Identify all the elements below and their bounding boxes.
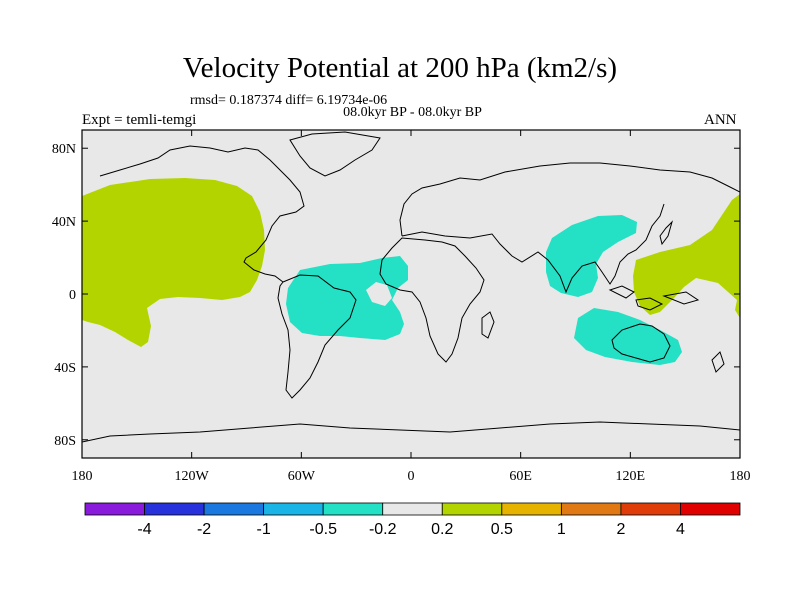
period-label: 08.0kyr BP - 08.0kyr BP xyxy=(343,105,482,120)
coastline-new-zealand xyxy=(711,351,725,373)
coastline-africa xyxy=(379,237,485,363)
stats-line: rmsd= 0.187374 diff= 6.19734e-06 xyxy=(190,93,388,108)
colorbar-swatch xyxy=(203,502,265,516)
colorbar: -4 -2 -1 -0.5 -0.2 0.2 0.5 1 2 4 xyxy=(84,502,741,538)
lon-tick-label: 180 xyxy=(72,469,93,484)
colorbar-tick-label: 4 xyxy=(676,521,685,538)
lon-tick-label: 60E xyxy=(509,469,532,484)
coastline-japan xyxy=(659,220,674,246)
colorbar-tick-label: -1 xyxy=(257,521,271,538)
colorbar-tick-label: 1 xyxy=(557,521,566,538)
coastline-australia xyxy=(611,323,671,363)
colorbar-tick-label: 0.2 xyxy=(431,521,453,538)
shaded-region-positive-north-pacific xyxy=(82,178,265,347)
colorbar-swatch xyxy=(560,502,622,516)
coastlines xyxy=(82,131,740,443)
colorbar-tick-label: 2 xyxy=(616,521,625,538)
colorbar-swatch xyxy=(620,502,681,516)
season-label: ANN xyxy=(704,112,737,128)
shaded-region-negative-asia-indian-ocean xyxy=(546,215,637,297)
colorbar-tick-label: -0.5 xyxy=(309,521,337,538)
plot-title: Velocity Potential at 200 hPa (km2/s) xyxy=(182,52,618,84)
colorbar-swatch xyxy=(144,502,205,516)
colorbar-swatch xyxy=(501,502,562,516)
shaded-region-negative-australia xyxy=(574,308,682,365)
experiment-label: Expt = temli-temgi xyxy=(82,112,197,128)
colorbar-swatch xyxy=(441,502,503,516)
lon-tick-label: 120E xyxy=(616,469,646,484)
shaded-region-positive-west-pacific xyxy=(633,194,740,318)
lat-tick-label: 40N xyxy=(52,215,76,230)
colorbar-tick-label: 0.5 xyxy=(491,521,513,538)
colorbar-tick-label: -0.2 xyxy=(369,521,397,538)
lon-tick-label: 60W xyxy=(288,469,316,484)
colorbar-swatch xyxy=(84,502,145,516)
coastline-antarctica xyxy=(82,421,740,443)
colorbar-tick-label: -4 xyxy=(137,521,151,538)
coastline-south-america xyxy=(277,274,357,399)
colorbar-swatch xyxy=(680,502,741,516)
colorbar-swatch xyxy=(382,502,443,516)
lon-tick-label: 120W xyxy=(175,469,210,484)
lat-tick-label: 80S xyxy=(54,434,76,449)
lon-tick-label: 180 xyxy=(730,469,751,484)
coastline-eurasia xyxy=(399,162,740,294)
coastline-north-america xyxy=(99,145,305,283)
map-axis-labels: 80N 40N 0 40S 80S 180 120W 60W 0 60E 120E 180 xyxy=(52,142,751,484)
lat-tick-label: 40S xyxy=(54,361,76,376)
lon-tick-label: 0 xyxy=(408,469,415,484)
colorbar-tick-label: -2 xyxy=(197,521,211,538)
colorbar-swatch xyxy=(263,502,324,516)
coastline-madagascar xyxy=(481,311,495,339)
coastline-maritime-continent xyxy=(608,285,700,311)
lat-tick-label: 80N xyxy=(52,142,76,157)
map-panel: 80N 40N 0 40S 80S 180 120W 60W 0 60E 120E 180 xyxy=(52,129,751,484)
lat-tick-label: 0 xyxy=(69,288,76,303)
colorbar-swatch xyxy=(322,502,384,516)
shaded-region-negative-south-america-atlantic xyxy=(286,256,408,340)
coastline-greenland xyxy=(289,131,381,177)
map-axis-ticks xyxy=(81,130,741,458)
